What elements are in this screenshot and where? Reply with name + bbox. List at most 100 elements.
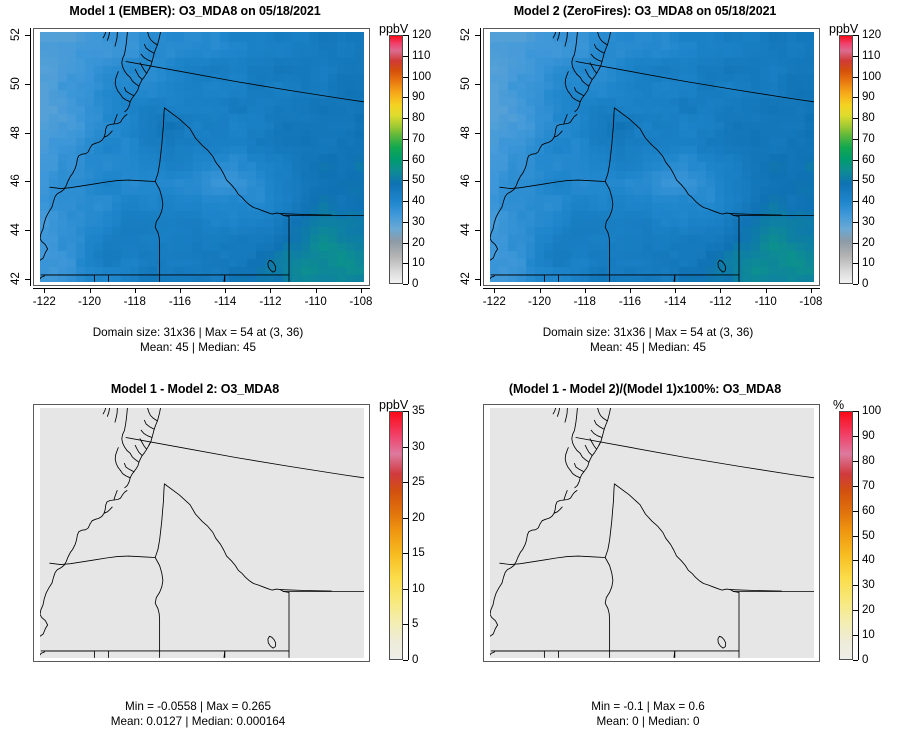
colorbar-tick-label: 0 xyxy=(862,654,869,666)
map-raster xyxy=(490,32,814,282)
x-axis-line xyxy=(483,288,820,289)
y-axis-tick xyxy=(475,230,480,232)
panel-title: (Model 1 - Model 2)/(Model 1)x100%: O3_M… xyxy=(508,382,782,396)
panel-caption: Domain size: 31x36 | Max = 54 at (3, 36)… xyxy=(450,326,846,355)
raster-canvas xyxy=(490,408,814,658)
x-axis-tick xyxy=(630,288,631,293)
x-axis-tick-label: -118 xyxy=(123,296,146,308)
x-axis-tick xyxy=(225,288,227,293)
x-axis-tick xyxy=(89,288,91,293)
caption-line-1: Min = -0.1 | Max = 0.6 xyxy=(591,700,705,713)
caption-line-2: Mean: 0 | Median: 0 xyxy=(596,714,700,728)
map-overlay xyxy=(490,32,814,285)
map-overlay xyxy=(490,408,814,661)
raster-canvas xyxy=(40,32,364,282)
y-axis-tick xyxy=(475,132,480,134)
colorbar-tick xyxy=(853,585,858,587)
y-axis-tick xyxy=(25,132,30,134)
y-axis-tick xyxy=(25,35,30,37)
panel-caption: Min = -0.1 | Max = 0.6 Mean: 0 | Median: … xyxy=(450,700,846,729)
x-axis-tick xyxy=(270,288,272,293)
y-axis-tick xyxy=(475,83,480,85)
map-boundaries xyxy=(490,408,814,658)
x-axis-tick-label: -118 xyxy=(573,296,596,308)
panel-title: Model 2 (ZeroFires): O3_MDA8 on 05/18/20… xyxy=(513,4,777,18)
x-axis-tick xyxy=(810,288,812,293)
colorbar-tick xyxy=(853,560,858,562)
x-axis-tick xyxy=(360,288,362,293)
colorbar-axis-line xyxy=(858,411,859,660)
x-axis-tick xyxy=(180,288,181,293)
x-axis-tick-label: -110 xyxy=(754,296,777,308)
map-boundaries xyxy=(490,32,814,282)
x-axis-tick-label: -110 xyxy=(304,296,327,308)
colorbar-tick-label: 100 xyxy=(862,405,882,417)
caption-line-1: Domain size: 31x36 | Max = 54 at (3, 36) xyxy=(542,326,754,339)
map-boundaries xyxy=(40,32,364,282)
map-raster xyxy=(40,408,364,658)
y-axis-tick xyxy=(475,278,480,280)
y-axis-line xyxy=(480,28,481,286)
colorbar-tick xyxy=(853,535,858,537)
colorbar-tick-label: 30 xyxy=(862,579,875,592)
caption-line-1: Min = -0.0558 | Max = 0.265 xyxy=(125,700,271,713)
colorbar-tick-label: 70 xyxy=(862,479,875,492)
colorbar-tick-label: 20 xyxy=(862,604,875,617)
x-axis-tick xyxy=(765,288,767,293)
colorbar-tick xyxy=(853,485,858,487)
panel-title: Model 1 - Model 2: O3_MDA8 xyxy=(110,382,280,396)
x-axis-tick-label: -116 xyxy=(618,296,642,308)
x-axis-tick xyxy=(44,288,46,293)
map-boundaries xyxy=(40,408,364,658)
x-axis-tick xyxy=(584,288,586,293)
x-axis-tick xyxy=(494,288,496,293)
colorbar-tick xyxy=(853,460,858,462)
y-axis-tick xyxy=(25,83,30,85)
colorbar-tick-label: 10 xyxy=(862,629,875,642)
x-axis-tick-label: -114 xyxy=(664,296,687,308)
map-raster xyxy=(490,408,814,658)
y-axis-tick xyxy=(475,35,480,37)
map-overlay xyxy=(40,32,364,285)
x-axis-line xyxy=(33,288,370,289)
colorbar-unit-label: % xyxy=(833,398,845,412)
x-axis-tick-label: -112 xyxy=(259,296,282,308)
raster-canvas xyxy=(40,408,364,658)
x-axis-tick-label: -108 xyxy=(799,296,823,308)
panel-caption: Domain size: 31x36 | Max = 54 at (3, 36)… xyxy=(0,326,396,355)
colorbar-tick-label: 60 xyxy=(862,504,875,517)
colorbar-tick xyxy=(853,660,858,661)
colorbar-tick-label: 90 xyxy=(862,429,875,442)
x-axis-tick xyxy=(134,288,136,293)
y-axis-tick xyxy=(475,181,480,183)
panel-caption: Min = -0.0558 | Max = 0.265 Mean: 0.0127 … xyxy=(0,700,396,729)
colorbar-tick xyxy=(853,610,858,612)
x-axis-tick-label: -122 xyxy=(482,296,506,308)
panel-title: Model 1 (EMBER): O3_MDA8 on 05/18/2021 xyxy=(69,4,321,18)
x-axis-tick xyxy=(315,288,317,293)
y-axis-tick xyxy=(25,181,30,183)
colorbar-tick-label: 50 xyxy=(862,529,875,542)
colorbar-tick-label: 40 xyxy=(862,554,875,567)
map-overlay xyxy=(40,408,364,661)
map-raster xyxy=(40,32,364,282)
colorbar-gradient xyxy=(839,411,853,660)
x-axis-tick-label: -116 xyxy=(168,296,192,308)
caption-line-2: Mean: 0.0127 | Median: 0.000164 xyxy=(110,714,286,728)
x-axis-tick-label: -114 xyxy=(214,296,237,308)
x-axis-tick xyxy=(539,288,541,293)
x-axis-tick-label: -112 xyxy=(709,296,732,308)
colorbar-tick xyxy=(853,635,858,637)
x-axis-tick xyxy=(675,288,677,293)
colorbar-tick-label: 80 xyxy=(862,454,875,467)
colorbar-tick xyxy=(853,411,858,412)
colorbar-tick xyxy=(853,510,858,512)
caption-line-2: Mean: 45 | Median: 45 xyxy=(589,340,707,354)
caption-line-2: Mean: 45 | Median: 45 xyxy=(139,340,257,354)
y-axis-tick xyxy=(25,278,30,280)
caption-line-1: Domain size: 31x36 | Max = 54 at (3, 36) xyxy=(92,326,304,339)
